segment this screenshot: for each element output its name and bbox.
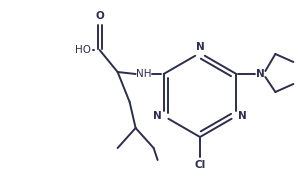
Text: N: N — [153, 111, 162, 121]
Text: Cl: Cl — [194, 160, 206, 170]
Text: N: N — [195, 42, 204, 52]
Text: NH: NH — [136, 69, 151, 79]
Text: N: N — [256, 69, 265, 79]
Text: N: N — [238, 111, 247, 121]
Text: O: O — [95, 11, 104, 21]
Text: HO: HO — [74, 45, 91, 55]
